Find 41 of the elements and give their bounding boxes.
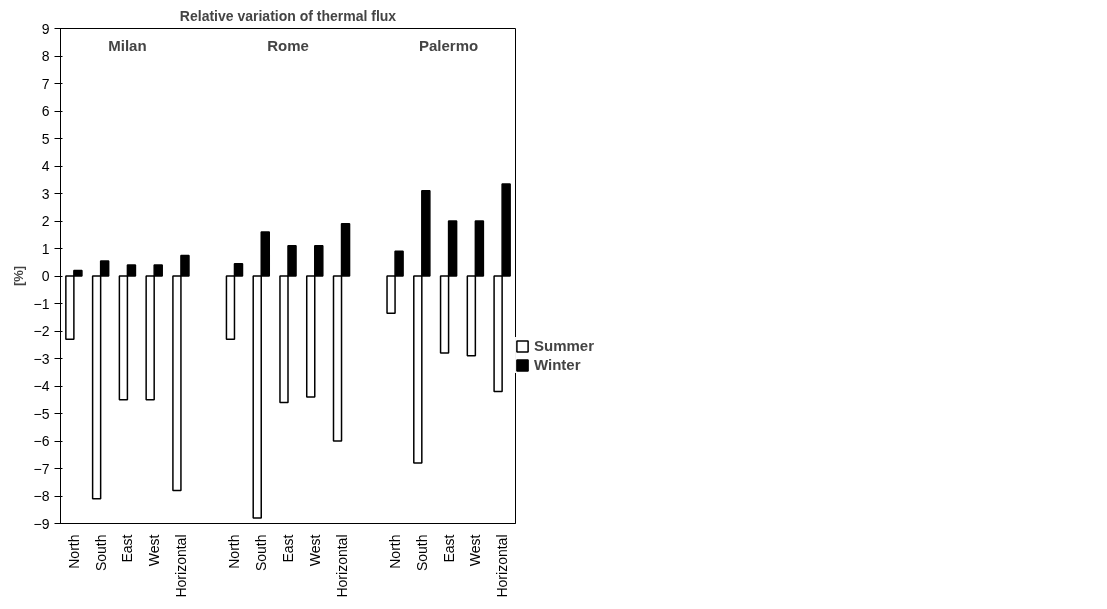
x-tick-label: Horizontal — [172, 534, 189, 598]
annotation: Palermo — [418, 36, 479, 54]
x-tick-label: North — [65, 534, 82, 569]
y-tick-label: −7 — [33, 460, 50, 477]
x-tick-label: Horizontal — [333, 534, 350, 598]
y-tick-label: 9 — [41, 20, 50, 37]
x-tick-label: North — [226, 534, 243, 569]
x-tick-label: South — [253, 534, 270, 572]
legend-label: Winter — [534, 356, 581, 373]
y-tick-label: −1 — [33, 295, 50, 312]
annotation: Milan — [108, 36, 147, 54]
y-tick-label: −2 — [33, 323, 50, 339]
y-tick-label: 5 — [41, 130, 50, 147]
y-tick-label: 4 — [41, 158, 50, 174]
y-tick-label: −6 — [33, 433, 50, 449]
chart-title: Relative variation of thermal flux — [179, 7, 397, 24]
x-tick-label: North — [387, 534, 404, 569]
y-tick-label: −5 — [33, 405, 50, 422]
y-tick-label: 8 — [41, 48, 50, 64]
y-axis-title: [%] — [10, 265, 26, 287]
x-tick-label: West — [467, 534, 484, 567]
x-tick-label: South — [92, 534, 109, 572]
y-tick-label: 7 — [41, 75, 50, 92]
x-tick-label: Horizontal — [494, 534, 511, 598]
y-tick-label: 0 — [41, 268, 50, 284]
y-tick-label: −8 — [33, 488, 50, 504]
y-tick-label: 3 — [41, 185, 50, 202]
y-tick-label: 6 — [41, 103, 50, 119]
x-tick-label: East — [440, 534, 457, 563]
x-tick-label: East — [280, 534, 296, 563]
x-tick-label: West — [306, 534, 323, 567]
x-tick-label: West — [146, 534, 163, 567]
x-tick-label: East — [119, 534, 136, 563]
x-tick-label: South — [413, 534, 430, 572]
y-tick-label: 2 — [41, 213, 50, 229]
y-tick-label: 1 — [41, 240, 50, 257]
y-tick-label: −3 — [33, 350, 50, 367]
y-tick-label: −4 — [33, 378, 50, 394]
y-tick-label: −9 — [33, 515, 50, 532]
annotation: Rome — [267, 36, 309, 54]
legend-label: Summer — [534, 337, 595, 354]
